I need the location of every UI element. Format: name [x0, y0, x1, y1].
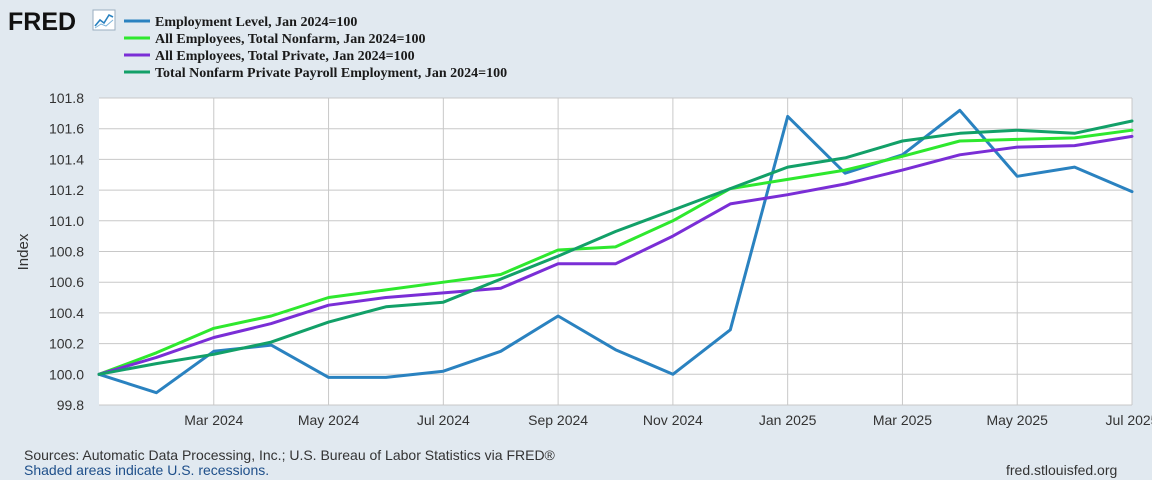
y-tick-label: 99.8	[57, 397, 84, 413]
fred-logo[interactable]: FRED	[8, 8, 116, 36]
x-axis: Mar 2024 May 2024 Jul 2024 Sep 2024 Nov 2024…	[184, 412, 1152, 428]
y-tick-label: 100.6	[49, 274, 84, 290]
y-tick-label: 100.0	[49, 366, 84, 382]
fred-logo-text: FRED	[8, 8, 76, 36]
x-tick-label: Mar 2024	[184, 412, 243, 428]
series-line-4	[97, 119, 1134, 376]
y-tick-label: 100.2	[49, 336, 84, 352]
x-tick-label: Mar 2025	[873, 412, 932, 428]
legend-label-4: Total Nonfarm Private Payroll Employment…	[155, 66, 507, 81]
y-tick-label: 101.4	[49, 151, 84, 167]
x-tick-label: Jan 2025	[759, 412, 817, 428]
series-line-3	[97, 134, 1134, 376]
y-tick-label: 101.2	[49, 182, 84, 198]
y-axis: 99.8 100.0 100.2 100.4 100.6 100.8 101.0 101.2 1…	[49, 90, 84, 413]
y-tick-label: 100.8	[49, 244, 84, 260]
legend: Employment Level, Jan 2024=100 All Employ…	[124, 15, 507, 81]
footer-site-link[interactable]: fred.stlouisfed.org	[1006, 462, 1118, 478]
legend-label-1: Employment Level, Jan 2024=100	[155, 15, 357, 30]
x-tick-label: May 2025	[986, 412, 1048, 428]
y-axis-title: Index	[15, 233, 32, 270]
fred-graph-icon	[92, 9, 116, 31]
y-tick-label: 101.8	[49, 90, 84, 106]
footer-recessions-note: Shaded areas indicate U.S. recessions.	[24, 462, 270, 478]
x-tick-label: Nov 2024	[643, 412, 703, 428]
y-tick-label: 101.6	[49, 121, 84, 137]
footer-sources: Sources: Automatic Data Processing, Inc.…	[24, 447, 555, 463]
series-line-2	[97, 128, 1134, 376]
x-tick-label: May 2024	[298, 412, 360, 428]
series-lines	[97, 108, 1134, 395]
x-tick-label: Sep 2024	[528, 412, 588, 428]
x-tick-label: Jul 2025	[1106, 412, 1152, 428]
y-tick-label: 101.0	[49, 213, 84, 229]
legend-label-3: All Employees, Total Private, Jan 2024=1…	[155, 49, 415, 64]
series-line-1	[97, 108, 1134, 395]
legend-label-2: All Employees, Total Nonfarm, Jan 2024=1…	[155, 32, 426, 47]
x-tick-label: Jul 2024	[417, 412, 470, 428]
y-tick-label: 100.4	[49, 305, 84, 321]
